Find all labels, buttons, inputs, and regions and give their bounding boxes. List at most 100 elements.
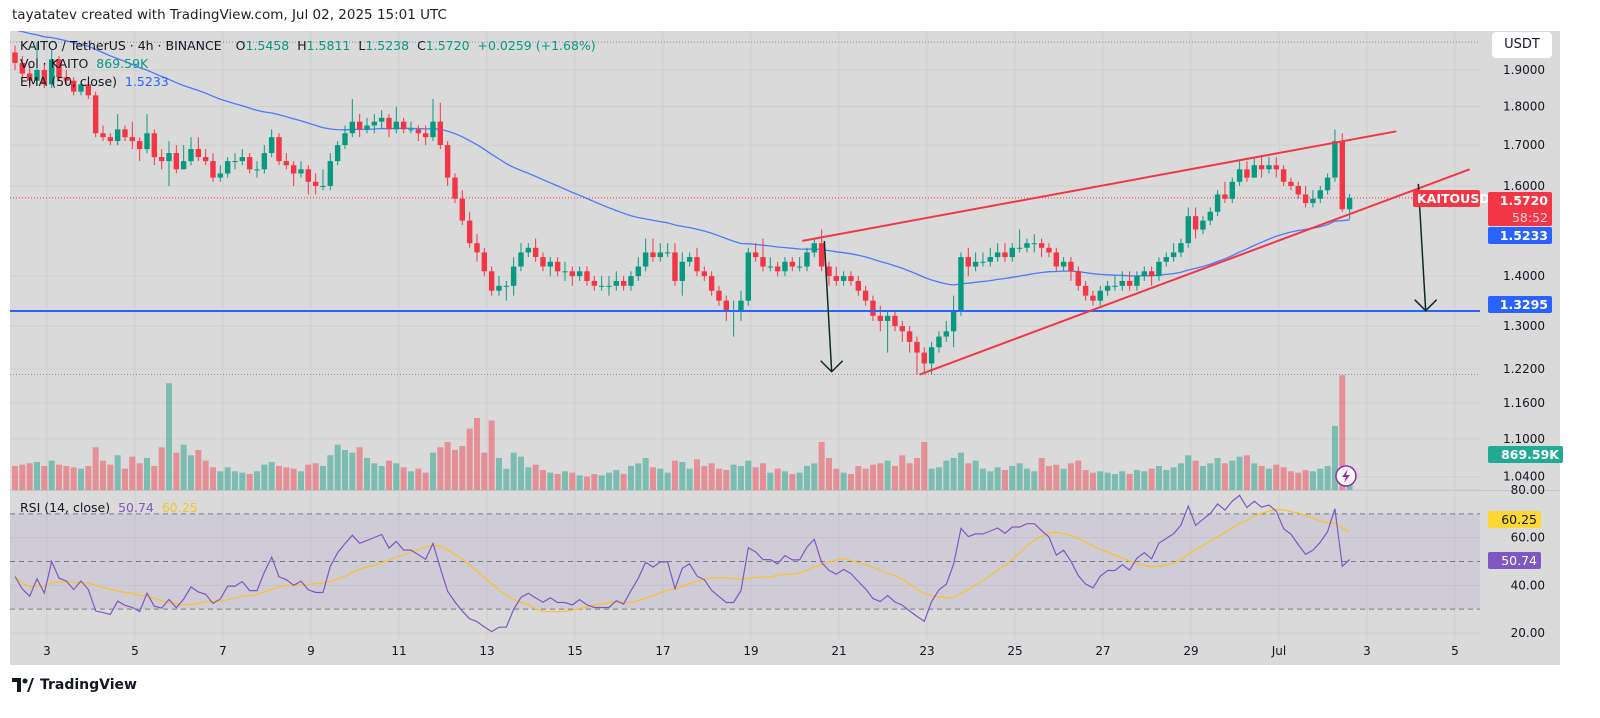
candle[interactable]	[232, 153, 238, 170]
candle[interactable]	[488, 266, 495, 296]
candle[interactable]	[1104, 280, 1111, 296]
candle[interactable]	[180, 145, 187, 170]
candle[interactable]	[1148, 266, 1155, 286]
candle[interactable]	[584, 266, 590, 286]
candle[interactable]	[408, 121, 414, 134]
candle[interactable]	[562, 261, 568, 281]
candle[interactable]	[899, 320, 905, 342]
candle[interactable]	[745, 247, 751, 306]
candle[interactable]	[1339, 133, 1345, 212]
candle[interactable]	[1082, 280, 1089, 301]
candle[interactable]	[1075, 266, 1081, 291]
currency-button[interactable]: USDT	[1492, 32, 1552, 58]
candle[interactable]	[114, 114, 121, 146]
candle[interactable]	[1332, 129, 1338, 182]
candle[interactable]	[283, 153, 290, 170]
candle[interactable]	[1016, 229, 1023, 253]
candle[interactable]	[782, 257, 788, 277]
candle[interactable]	[56, 55, 62, 81]
candle[interactable]	[268, 129, 275, 158]
trendline[interactable]	[919, 168, 1471, 376]
candle[interactable]	[290, 161, 297, 186]
candle[interactable]	[554, 257, 561, 277]
candle[interactable]	[510, 257, 517, 296]
candle[interactable]	[466, 211, 473, 248]
candle[interactable]	[452, 173, 458, 204]
candle[interactable]	[1192, 207, 1199, 239]
candle[interactable]	[298, 161, 304, 178]
ema-legend[interactable]: EMA (50, close) 1.5233	[20, 74, 173, 89]
candle[interactable]	[708, 271, 715, 296]
candle[interactable]	[151, 129, 158, 166]
candle[interactable]	[833, 266, 839, 286]
candle[interactable]	[400, 117, 407, 134]
candle[interactable]	[320, 169, 326, 191]
candle[interactable]	[166, 141, 172, 186]
candle[interactable]	[826, 261, 832, 286]
candle[interactable]	[70, 77, 77, 96]
candle[interactable]	[980, 252, 986, 267]
candle[interactable]	[987, 247, 993, 267]
arrow-drawing[interactable]	[820, 240, 844, 373]
candle[interactable]	[246, 153, 253, 174]
drawings[interactable]	[10, 130, 1480, 376]
candle[interactable]	[1258, 157, 1265, 178]
candle[interactable]	[840, 271, 847, 286]
candle[interactable]	[760, 238, 766, 272]
candle[interactable]	[1185, 207, 1191, 248]
candle[interactable]	[437, 102, 444, 150]
candle[interactable]	[972, 252, 979, 272]
candle[interactable]	[613, 271, 620, 291]
candle[interactable]	[481, 247, 488, 277]
candle[interactable]	[158, 149, 165, 170]
candle[interactable]	[195, 137, 202, 162]
candle[interactable]	[1295, 181, 1301, 199]
candle[interactable]	[474, 234, 480, 262]
candle[interactable]	[26, 66, 33, 88]
candle[interactable]	[686, 252, 693, 267]
candle[interactable]	[1053, 247, 1059, 272]
candle[interactable]	[1024, 238, 1030, 253]
candle[interactable]	[752, 243, 759, 262]
candle[interactable]	[100, 125, 106, 142]
alert-button[interactable]	[1335, 465, 1357, 487]
candle[interactable]	[906, 326, 913, 353]
candle[interactable]	[848, 271, 854, 286]
candle[interactable]	[1163, 252, 1169, 267]
candle[interactable]	[1222, 181, 1228, 204]
candle[interactable]	[1031, 234, 1037, 253]
candle[interactable]	[1097, 285, 1103, 306]
candle[interactable]	[628, 271, 634, 291]
candle[interactable]	[767, 257, 773, 272]
candles[interactable]	[12, 42, 1353, 375]
candle[interactable]	[804, 247, 810, 272]
candle[interactable]	[305, 165, 312, 195]
candle[interactable]	[1317, 185, 1323, 204]
candle[interactable]	[921, 347, 927, 375]
candle[interactable]	[994, 243, 1001, 262]
candle[interactable]	[606, 276, 612, 296]
candle[interactable]	[892, 310, 898, 332]
candle[interactable]	[1266, 157, 1272, 174]
candle[interactable]	[518, 243, 524, 272]
candle[interactable]	[12, 45, 18, 70]
candle[interactable]	[144, 114, 150, 154]
candle[interactable]	[1126, 271, 1133, 291]
candle[interactable]	[136, 137, 143, 162]
candle[interactable]	[173, 145, 180, 174]
candle[interactable]	[63, 70, 70, 85]
candle[interactable]	[1324, 173, 1331, 195]
candle[interactable]	[774, 261, 781, 277]
rsi-legend[interactable]: RSI (14, close) 50.74 60.25	[20, 500, 202, 515]
candle[interactable]	[217, 165, 224, 182]
candle[interactable]	[591, 276, 598, 291]
symbol-legend[interactable]: KAITO / TetherUS · 4h · BINANCE O1.5458 …	[20, 38, 600, 53]
candle[interactable]	[796, 257, 803, 272]
candle[interactable]	[1046, 243, 1052, 258]
candle[interactable]	[870, 295, 876, 321]
candle[interactable]	[349, 99, 356, 138]
candle[interactable]	[1200, 216, 1206, 235]
candle[interactable]	[650, 238, 656, 262]
candle[interactable]	[716, 285, 722, 306]
candle[interactable]	[723, 295, 730, 321]
